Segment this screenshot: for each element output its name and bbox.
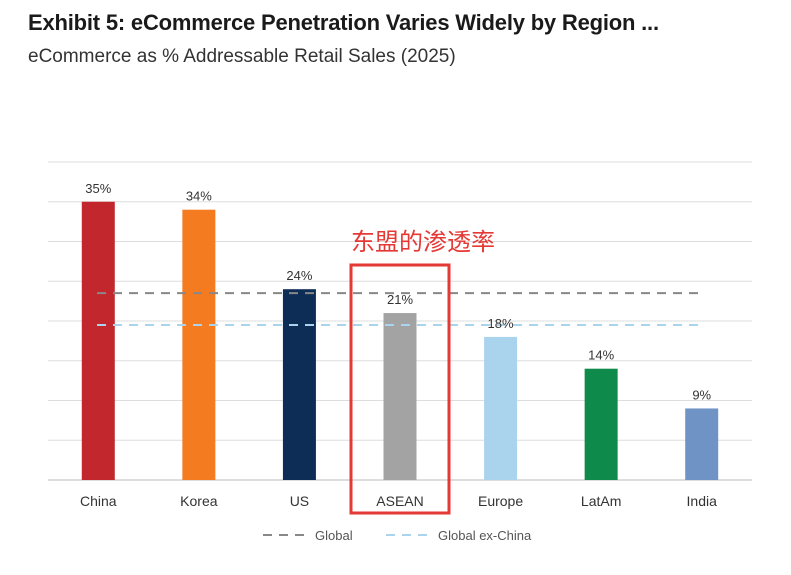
data-label-asean: 21% — [387, 292, 413, 307]
data-label-us: 24% — [286, 268, 312, 283]
reference-lines — [97, 292, 705, 326]
x-tick-us: US — [290, 493, 309, 509]
data-label-europe: 18% — [488, 316, 514, 331]
x-tick-latam: LatAm — [581, 493, 621, 509]
x-tick-china: China — [80, 493, 117, 509]
bar-china — [81, 201, 115, 480]
x-tick-asean: ASEAN — [376, 493, 423, 509]
data-label-korea: 34% — [186, 189, 212, 204]
x-tick-korea: Korea — [180, 493, 218, 509]
annotation-box — [349, 263, 451, 515]
bar-us — [282, 289, 316, 480]
bar-korea — [182, 209, 216, 480]
data-label-china: 35% — [85, 181, 111, 196]
data-label-latam: 14% — [588, 348, 614, 363]
x-axis-ticks: China Korea US ASEAN Europe LatAm India — [80, 493, 717, 509]
data-labels: 35% 34% 24% 21% 18% 14% 9% — [85, 181, 711, 403]
chart-subtitle: eCommerce as % Addressable Retail Sales … — [28, 46, 456, 67]
x-tick-india: India — [687, 493, 718, 509]
legend-label-global-ex-china: Global ex-China — [438, 528, 532, 543]
bar-india — [685, 408, 719, 480]
chart-title: Exhibit 5: eCommerce Penetration Varies … — [28, 10, 659, 35]
bars — [81, 201, 719, 480]
x-tick-europe: Europe — [478, 493, 523, 509]
bar-latam — [584, 368, 618, 480]
annotation-text: 东盟的渗透率 — [351, 228, 495, 256]
data-label-india: 9% — [692, 387, 711, 402]
annotation: 东盟的渗透率 — [349, 228, 495, 515]
bar-asean — [383, 313, 417, 480]
bar-europe — [484, 336, 518, 480]
legend-label-global: Global — [315, 528, 353, 543]
legend: Global Global ex-China — [263, 528, 532, 543]
